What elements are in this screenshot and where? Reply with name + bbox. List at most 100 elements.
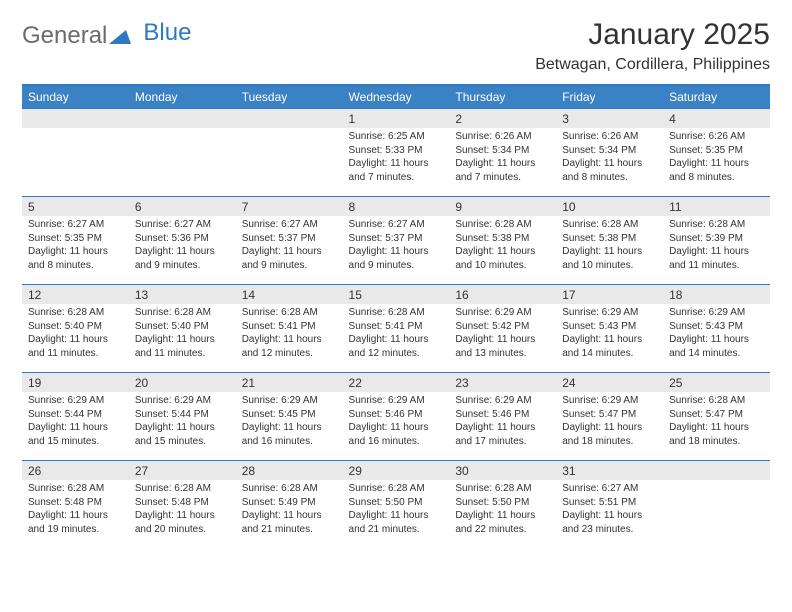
sunrise-text: Sunrise: 6:28 AM: [28, 306, 123, 320]
daylight-text: Daylight: 11 hours: [455, 421, 550, 435]
calendar-cell: 2Sunrise: 6:26 AMSunset: 5:34 PMDaylight…: [449, 109, 556, 197]
daylight-text: Daylight: 11 hours: [455, 157, 550, 171]
day-number: 13: [129, 285, 236, 304]
calendar-cell: 4Sunrise: 6:26 AMSunset: 5:35 PMDaylight…: [663, 109, 770, 197]
sunrise-text: Sunrise: 6:27 AM: [28, 218, 123, 232]
calendar-cell: 23Sunrise: 6:29 AMSunset: 5:46 PMDayligh…: [449, 373, 556, 461]
calendar-cell: 13Sunrise: 6:28 AMSunset: 5:40 PMDayligh…: [129, 285, 236, 373]
calendar-cell: 24Sunrise: 6:29 AMSunset: 5:47 PMDayligh…: [556, 373, 663, 461]
daylight-text-2: and 19 minutes.: [28, 523, 123, 537]
sunrise-text: Sunrise: 6:28 AM: [455, 482, 550, 496]
daylight-text-2: and 11 minutes.: [28, 347, 123, 361]
daylight-text: Daylight: 11 hours: [455, 509, 550, 523]
calendar-cell: 7Sunrise: 6:27 AMSunset: 5:37 PMDaylight…: [236, 197, 343, 285]
sunrise-text: Sunrise: 6:28 AM: [135, 306, 230, 320]
day-details: Sunrise: 6:28 AMSunset: 5:41 PMDaylight:…: [343, 304, 450, 364]
daylight-text: Daylight: 11 hours: [349, 333, 444, 347]
sunrise-text: Sunrise: 6:28 AM: [349, 306, 444, 320]
day-number: 10: [556, 197, 663, 216]
day-details: Sunrise: 6:28 AMSunset: 5:40 PMDaylight:…: [22, 304, 129, 364]
daylight-text: Daylight: 11 hours: [242, 245, 337, 259]
calendar-cell: 6Sunrise: 6:27 AMSunset: 5:36 PMDaylight…: [129, 197, 236, 285]
calendar-cell: 1Sunrise: 6:25 AMSunset: 5:33 PMDaylight…: [343, 109, 450, 197]
sunrise-text: Sunrise: 6:29 AM: [669, 306, 764, 320]
day-details: Sunrise: 6:29 AMSunset: 5:43 PMDaylight:…: [556, 304, 663, 364]
daylight-text: Daylight: 11 hours: [349, 157, 444, 171]
day-number: 23: [449, 373, 556, 392]
sunset-text: Sunset: 5:38 PM: [562, 232, 657, 246]
daylight-text-2: and 15 minutes.: [135, 435, 230, 449]
calendar-cell: 26Sunrise: 6:28 AMSunset: 5:48 PMDayligh…: [22, 461, 129, 549]
sunset-text: Sunset: 5:40 PM: [28, 320, 123, 334]
day-details: Sunrise: 6:26 AMSunset: 5:34 PMDaylight:…: [556, 128, 663, 188]
sunset-text: Sunset: 5:50 PM: [455, 496, 550, 510]
sunrise-text: Sunrise: 6:27 AM: [349, 218, 444, 232]
day-details: Sunrise: 6:29 AMSunset: 5:42 PMDaylight:…: [449, 304, 556, 364]
sunset-text: Sunset: 5:41 PM: [242, 320, 337, 334]
daylight-text: Daylight: 11 hours: [455, 333, 550, 347]
day-number: 2: [449, 109, 556, 128]
daylight-text-2: and 7 minutes.: [455, 171, 550, 185]
day-details: Sunrise: 6:28 AMSunset: 5:48 PMDaylight:…: [22, 480, 129, 540]
daylight-text: Daylight: 11 hours: [349, 245, 444, 259]
sunrise-text: Sunrise: 6:28 AM: [562, 218, 657, 232]
daylight-text: Daylight: 11 hours: [669, 333, 764, 347]
daylight-text: Daylight: 11 hours: [28, 245, 123, 259]
day-header: Saturday: [663, 85, 770, 109]
day-number: 4: [663, 109, 770, 128]
sunset-text: Sunset: 5:43 PM: [562, 320, 657, 334]
daylight-text-2: and 11 minutes.: [135, 347, 230, 361]
daylight-text-2: and 14 minutes.: [669, 347, 764, 361]
day-number: 7: [236, 197, 343, 216]
day-details: Sunrise: 6:29 AMSunset: 5:46 PMDaylight:…: [343, 392, 450, 452]
daylight-text: Daylight: 11 hours: [455, 245, 550, 259]
calendar-week-row: 1Sunrise: 6:25 AMSunset: 5:33 PMDaylight…: [22, 109, 770, 197]
day-details: Sunrise: 6:29 AMSunset: 5:44 PMDaylight:…: [22, 392, 129, 452]
sunset-text: Sunset: 5:41 PM: [349, 320, 444, 334]
sunset-text: Sunset: 5:33 PM: [349, 144, 444, 158]
day-details: Sunrise: 6:27 AMSunset: 5:37 PMDaylight:…: [236, 216, 343, 276]
calendar-cell: 12Sunrise: 6:28 AMSunset: 5:40 PMDayligh…: [22, 285, 129, 373]
location-text: Betwagan, Cordillera, Philippines: [535, 56, 770, 74]
daylight-text-2: and 12 minutes.: [349, 347, 444, 361]
sunrise-text: Sunrise: 6:28 AM: [669, 394, 764, 408]
day-details: Sunrise: 6:29 AMSunset: 5:45 PMDaylight:…: [236, 392, 343, 452]
day-number: 22: [343, 373, 450, 392]
day-number-empty: [236, 109, 343, 128]
daylight-text-2: and 21 minutes.: [349, 523, 444, 537]
sunset-text: Sunset: 5:45 PM: [242, 408, 337, 422]
day-number-empty: [129, 109, 236, 128]
daylight-text: Daylight: 11 hours: [562, 421, 657, 435]
day-number: 9: [449, 197, 556, 216]
calendar-cell: 11Sunrise: 6:28 AMSunset: 5:39 PMDayligh…: [663, 197, 770, 285]
calendar-cell: 21Sunrise: 6:29 AMSunset: 5:45 PMDayligh…: [236, 373, 343, 461]
sunset-text: Sunset: 5:38 PM: [455, 232, 550, 246]
sunset-text: Sunset: 5:40 PM: [135, 320, 230, 334]
daylight-text-2: and 8 minutes.: [28, 259, 123, 273]
sunset-text: Sunset: 5:48 PM: [28, 496, 123, 510]
brand-logo: General Blue: [22, 18, 191, 50]
sunrise-text: Sunrise: 6:29 AM: [455, 394, 550, 408]
day-number: 27: [129, 461, 236, 480]
daylight-text-2: and 10 minutes.: [562, 259, 657, 273]
daylight-text-2: and 13 minutes.: [455, 347, 550, 361]
sunset-text: Sunset: 5:50 PM: [349, 496, 444, 510]
day-header-row: Sunday Monday Tuesday Wednesday Thursday…: [22, 85, 770, 109]
sunset-text: Sunset: 5:48 PM: [135, 496, 230, 510]
sunset-text: Sunset: 5:51 PM: [562, 496, 657, 510]
day-details: Sunrise: 6:25 AMSunset: 5:33 PMDaylight:…: [343, 128, 450, 188]
sunrise-text: Sunrise: 6:28 AM: [28, 482, 123, 496]
daylight-text-2: and 8 minutes.: [669, 171, 764, 185]
sunset-text: Sunset: 5:35 PM: [669, 144, 764, 158]
day-number-empty: [663, 461, 770, 480]
day-number: 11: [663, 197, 770, 216]
sunrise-text: Sunrise: 6:28 AM: [669, 218, 764, 232]
day-number: 26: [22, 461, 129, 480]
sunrise-text: Sunrise: 6:28 AM: [455, 218, 550, 232]
sunset-text: Sunset: 5:47 PM: [562, 408, 657, 422]
daylight-text-2: and 15 minutes.: [28, 435, 123, 449]
day-header: Monday: [129, 85, 236, 109]
sunset-text: Sunset: 5:37 PM: [242, 232, 337, 246]
calendar-cell: 10Sunrise: 6:28 AMSunset: 5:38 PMDayligh…: [556, 197, 663, 285]
day-number: 19: [22, 373, 129, 392]
